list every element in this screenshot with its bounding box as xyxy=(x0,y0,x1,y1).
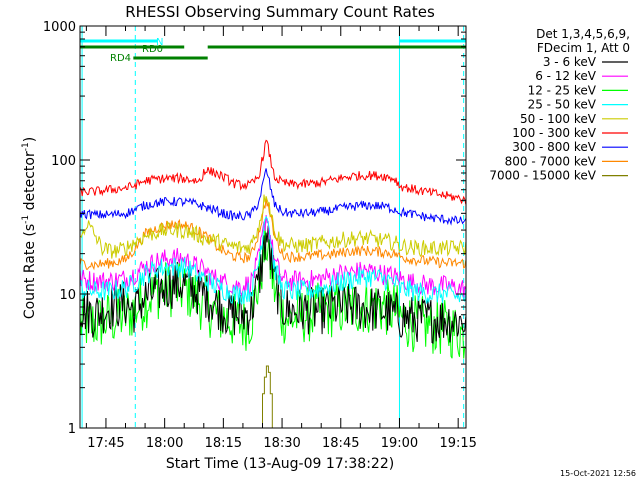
y-tick-label: 100 xyxy=(51,154,76,169)
legend-header-2: FDecim 1, Att 0 xyxy=(537,41,630,55)
legend-entry-label: 50 - 100 keV xyxy=(520,112,597,126)
legend-header-1: Det 1,3,4,5,6,9, xyxy=(536,27,630,41)
segment-label-rd4: RD4 xyxy=(110,53,131,64)
x-axis-label: Start Time (13-Aug-09 17:38:22) xyxy=(166,456,394,472)
y-axis-label-sup2: -1 xyxy=(21,142,31,151)
legend-entry-label: 12 - 25 keV xyxy=(528,83,597,97)
x-tick-label: 17:45 xyxy=(87,436,124,451)
y-axis-label-main: Count Rate (s xyxy=(22,224,38,319)
legend-entry-label: 7000 - 15000 keV xyxy=(489,169,596,183)
legend-entry-label: 6 - 12 keV xyxy=(535,69,597,83)
y-tick-label: 1000 xyxy=(43,20,76,35)
legend-entry-label: 100 - 300 keV xyxy=(512,126,596,140)
chart-title: RHESSI Observing Summary Count Rates xyxy=(125,3,435,21)
x-tick-label: 18:00 xyxy=(146,436,183,451)
y-axis-label-end: ) xyxy=(22,137,38,142)
legend-entry-label: 3 - 6 keV xyxy=(543,55,597,69)
series-line-50to100keV xyxy=(79,194,467,259)
legend: Det 1,3,4,5,6,9, FDecim 1, Att 0 3 - 6 k… xyxy=(489,27,630,183)
y-tick-label: 10 xyxy=(59,288,76,303)
segment-bars: N RD0 RD4 xyxy=(80,37,466,64)
legend-entry-label: 800 - 7000 keV xyxy=(505,154,597,168)
plot-frame xyxy=(79,25,467,429)
legend-entry-label: 300 - 800 keV xyxy=(512,140,596,154)
x-tick-label: 18:45 xyxy=(322,436,359,451)
y-axis-label-mid: detector xyxy=(22,151,38,215)
y-axis-label-sup1: -1 xyxy=(21,215,31,224)
series-line-300to800keV xyxy=(79,168,467,226)
series-line-7000to15000keV xyxy=(260,365,273,429)
x-tick-label: 19:00 xyxy=(381,436,418,451)
series-line-100to300keV xyxy=(79,139,467,205)
segment-label-n: N xyxy=(156,37,163,48)
y-axis-label: Count Rate (s-1 detector-1) xyxy=(21,137,38,319)
data-layer xyxy=(79,26,467,429)
legend-entry-label: 25 - 50 keV xyxy=(528,98,597,112)
x-tick-label: 19:15 xyxy=(439,436,476,451)
segment-label-rd0: RD0 xyxy=(142,44,163,55)
axes: 1 10 100 1000 17:45 18:00 18:15 18:30 18:45 19:00… xyxy=(43,20,477,451)
series-line-25to50keV xyxy=(79,215,467,305)
x-tick-label: 18:30 xyxy=(263,436,300,451)
y-tick-label: 1 xyxy=(68,422,76,437)
footer-stamp: 15-Oct-2021 12:56 xyxy=(560,469,636,478)
x-tick-label: 18:15 xyxy=(205,436,242,451)
